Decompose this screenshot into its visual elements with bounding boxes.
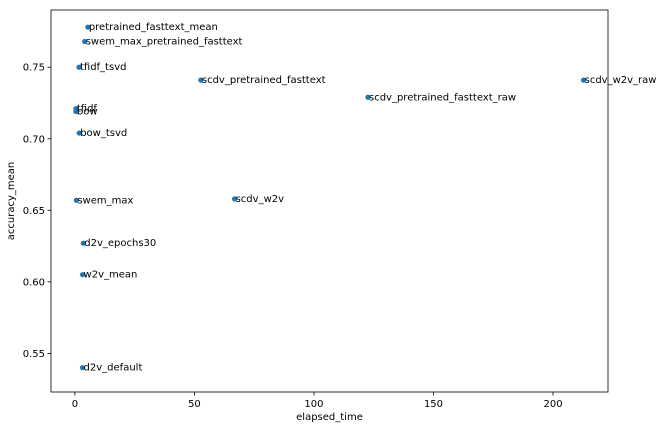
data-point-label: tfidf [77,104,98,115]
y-axis-label: accuracy_mean [6,162,17,240]
data-point-label: swem_max [77,195,133,206]
y-axis-ticks: 0.55 0.60 0.65 0.70 0.75 [23,63,51,360]
data-point [73,108,79,115]
data-point [581,77,587,83]
data-point-label: d2v_default [84,363,143,374]
data-point-label: scdv_pretrained_fasttext_raw [369,92,516,103]
data-point [79,272,86,278]
data-point-label: d2v_epochs30 [84,238,156,249]
data-point [80,240,86,246]
x-tick-label: 200 [543,399,562,410]
data-point-label: swem_max_pretrained_fasttext [86,36,243,47]
data-point [76,130,82,136]
data-point-label: bow [77,107,98,118]
x-tick-label: 100 [304,399,323,410]
x-tick-label: 150 [424,399,443,410]
data-point [73,197,79,203]
data-point [198,77,204,83]
data-point-label: bow_tsvd [80,128,127,139]
data-point [365,94,371,100]
x-axis-label: elapsed_time [296,412,363,423]
y-tick-label: 0.70 [23,134,45,145]
data-point-label: w2v_mean [84,270,138,281]
plot-frame [50,9,609,393]
data-point [76,64,82,70]
data-point-label: pretrained_fasttext_mean [89,22,218,33]
y-tick-label: 0.60 [23,277,45,288]
data-point [85,24,91,30]
data-point-label: scdv_w2v [236,194,285,205]
y-tick-label: 0.75 [23,63,45,74]
data-point-label: scdv_w2v_raw [585,75,657,86]
data-labels: pretrained_fasttext_mean swem_max_pretrai… [77,22,657,374]
data-point-label: tfidf_tsvd [80,62,126,73]
data-points [73,24,587,371]
data-point [79,365,86,371]
data-point [82,38,88,45]
y-tick-label: 0.65 [23,206,45,217]
x-tick-label: 50 [188,399,201,410]
x-tick-label: 0 [72,399,78,410]
data-point-label: scdv_pretrained_fasttext [202,75,326,86]
data-point [231,196,238,202]
y-tick-label: 0.55 [23,349,45,360]
x-axis-ticks: 0 50 100 150 200 [72,392,563,410]
plot-background [51,10,608,392]
